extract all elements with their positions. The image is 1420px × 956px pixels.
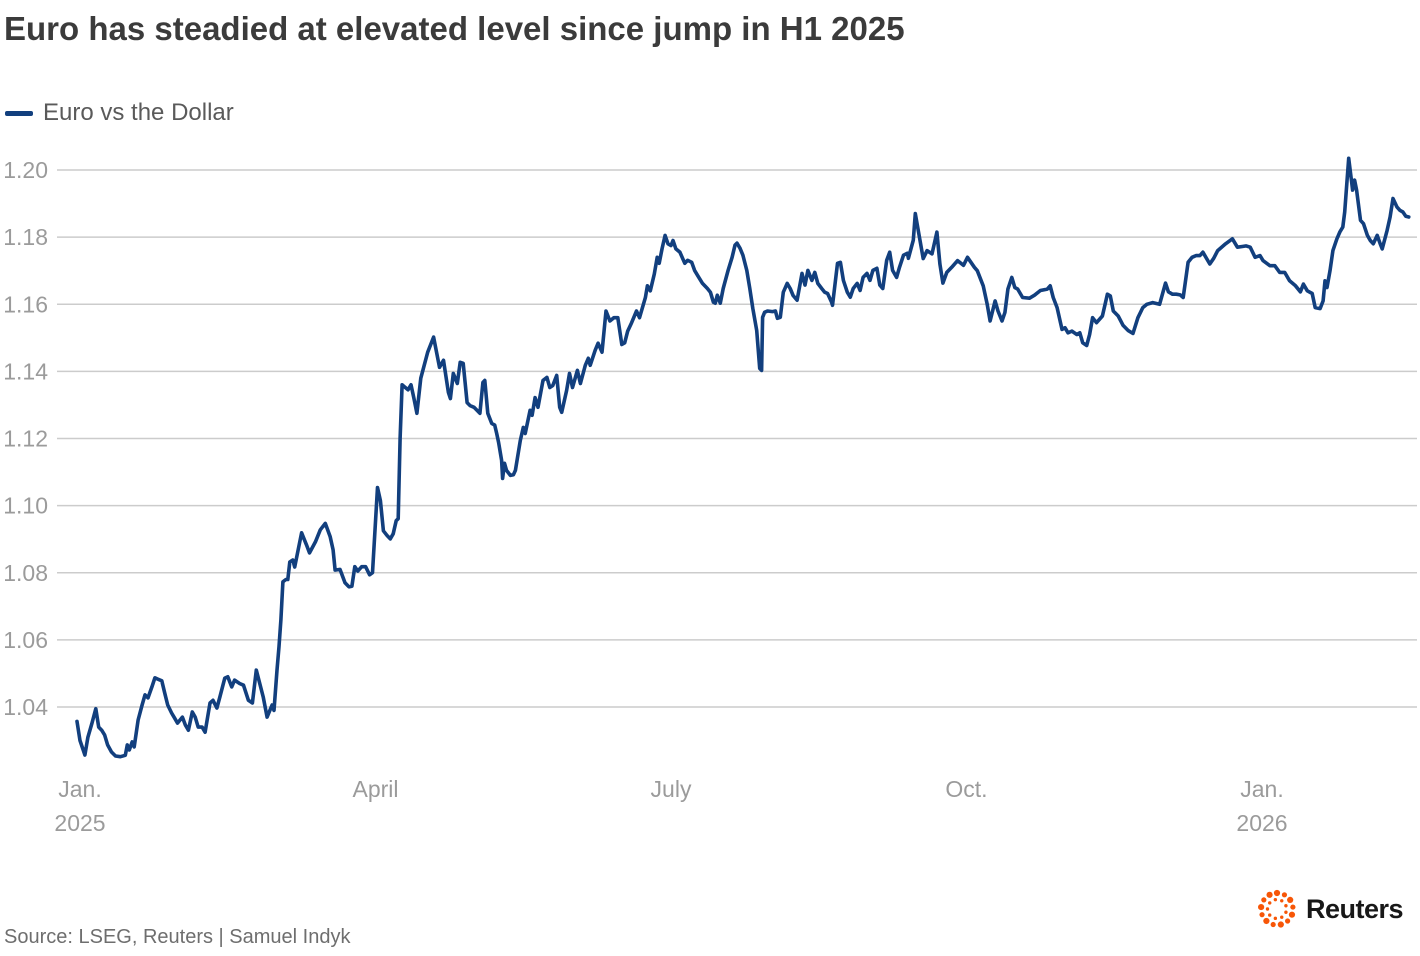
logo-dot [1280, 899, 1284, 903]
logo-dot [1287, 896, 1294, 904]
legend: Euro vs the Dollar [5, 99, 234, 127]
x-tick-label: 2026 [1236, 810, 1287, 836]
x-tick-label: July [651, 776, 692, 802]
legend-line-swatch-icon [5, 110, 33, 116]
y-tick-label: 1.20 [3, 157, 48, 183]
reuters-logo: Reuters [1256, 888, 1404, 930]
logo-dot [1273, 897, 1278, 902]
logo-dot [1277, 921, 1284, 928]
logo-dot [1261, 897, 1267, 903]
logo-dot [1266, 891, 1273, 898]
logo-dot [1270, 921, 1276, 928]
logo-dot [1284, 910, 1288, 914]
logo-dot [1273, 916, 1278, 921]
source-attribution: Source: LSEG, Reuters | Samuel Indyk [4, 926, 351, 948]
logo-dot [1268, 901, 1272, 905]
y-tick-label: 1.12 [3, 426, 48, 452]
reuters-dotted-globe-icon [1258, 889, 1296, 928]
y-tick-label: 1.06 [3, 627, 48, 653]
logo-dot [1288, 911, 1296, 918]
logo-dot [1265, 907, 1270, 911]
y-tick-label: 1.10 [3, 493, 48, 519]
reuters-logo-text: Reuters [1306, 893, 1404, 924]
x-tick-label: Oct. [945, 776, 987, 802]
page-title: Euro has steadied at elevated level sinc… [4, 10, 905, 47]
y-tick-label: 1.04 [3, 694, 48, 720]
logo-dot [1258, 903, 1265, 911]
logo-dot [1263, 917, 1270, 925]
logo-dot [1281, 892, 1288, 898]
y-tick-label: 1.18 [3, 224, 48, 250]
logo-dot [1285, 918, 1291, 924]
x-tick-label: April [352, 776, 398, 802]
logo-dot [1268, 913, 1272, 917]
logo-dot [1284, 904, 1288, 908]
logo-dot [1290, 904, 1296, 910]
x-tick-label: 2025 [54, 810, 105, 836]
y-tick-label: 1.16 [3, 291, 48, 317]
logo-dot [1273, 889, 1281, 897]
logo-dot [1280, 915, 1284, 919]
y-tick-label: 1.14 [3, 358, 48, 384]
x-tick-label: Jan. [1240, 776, 1283, 802]
price-line [75, 156, 1411, 759]
x-tick-label: Jan. [58, 776, 101, 802]
legend-label: Euro vs the Dollar [43, 99, 234, 126]
logo-dot [1259, 912, 1265, 918]
y-tick-label: 1.08 [3, 560, 48, 586]
